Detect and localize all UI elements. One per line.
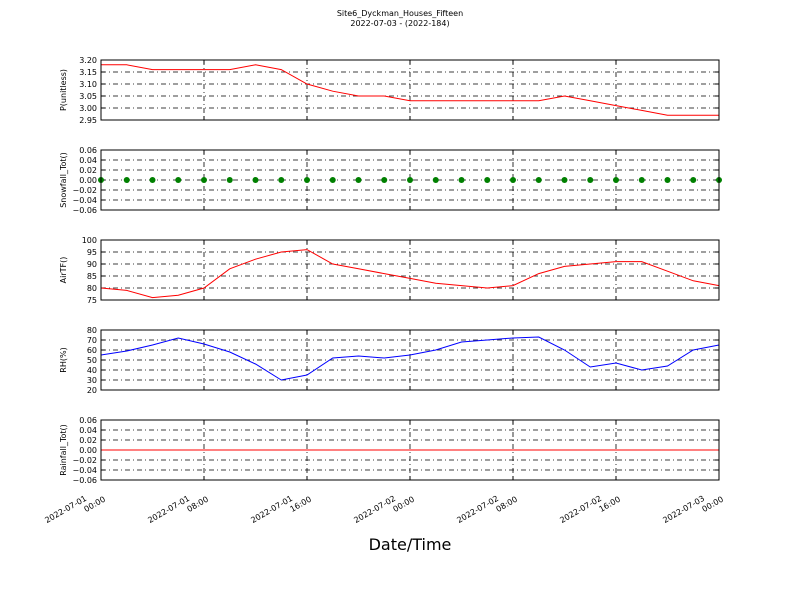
x-tick-label: 2022-07-0116:00: [249, 486, 313, 534]
x-tick-label: 2022-07-0108:00: [146, 486, 210, 534]
y-tick-label: 50: [87, 356, 97, 365]
y-tick-label: 95: [87, 248, 97, 257]
y-tick-label: −0.06: [72, 476, 97, 485]
data-line: [101, 64, 719, 116]
y-tick-label: 3.05: [79, 92, 97, 101]
y-tick-label: −0.04: [72, 196, 97, 205]
y-tick-label: −0.04: [72, 466, 97, 475]
data-point: [407, 177, 413, 183]
data-point: [329, 177, 336, 183]
y-tick-label: 60: [87, 346, 97, 355]
x-tick-label: 2022-07-0300:00: [661, 486, 725, 534]
data-point: [304, 177, 310, 183]
data-point: [587, 177, 594, 183]
data-point: [175, 177, 182, 183]
data-point: [149, 177, 156, 183]
data-point: [613, 177, 619, 183]
x-tick-label: 2022-07-0208:00: [455, 486, 519, 534]
y-tick-label: 0.02: [79, 436, 97, 445]
y-tick-label: 30: [87, 376, 97, 385]
y-tick-label: 0.02: [79, 166, 97, 175]
data-point: [561, 177, 568, 183]
data-line: [100, 249, 720, 299]
y-tick-label: 0.06: [79, 146, 97, 155]
y-tick-label: 90: [87, 260, 97, 269]
y-tick-label: −0.06: [72, 206, 97, 215]
y-axis-label: Snowfall_Tot(): [59, 152, 68, 208]
data-point: [278, 177, 285, 183]
plot-frame: [100, 59, 720, 121]
y-tick-label: 75: [87, 296, 97, 305]
subtitle: 2022-07-03 - (2022-184): [350, 19, 449, 28]
y-tick-label: 70: [87, 336, 97, 345]
y-tick-label: −0.02: [72, 456, 97, 465]
plot-frame: [100, 239, 720, 301]
plot-frame: [100, 149, 720, 211]
data-point: [664, 177, 671, 183]
x-tick-label: 2022-07-0100:00: [43, 486, 107, 534]
y-tick-label: 80: [87, 284, 97, 293]
y-axis-label: P(unitless): [59, 69, 68, 111]
data-point: [535, 177, 542, 183]
y-tick-label: 85: [87, 272, 97, 281]
data-point: [484, 177, 491, 183]
y-tick-label: 3.00: [79, 104, 97, 113]
data-point: [123, 177, 130, 183]
title: Site6_Dyckman_Houses_Fifteen: [337, 9, 463, 18]
y-tick-label: 0.06: [79, 416, 97, 425]
y-tick-label: 80: [87, 326, 97, 335]
y-tick-label: 20: [87, 386, 97, 395]
y-axis-label: AirTF(): [59, 257, 68, 284]
x-tick-label: 2022-07-0216:00: [558, 486, 622, 534]
data-point: [510, 177, 516, 183]
y-tick-label: −0.02: [72, 186, 97, 195]
data-point: [252, 177, 259, 183]
data-point: [458, 177, 465, 183]
plot-frame: [100, 329, 720, 391]
plot-frame: [100, 419, 720, 481]
y-tick-label: 3.10: [79, 80, 97, 89]
y-axis-label: RH(%): [59, 347, 68, 372]
data-line: [100, 336, 720, 381]
y-tick-label: 3.15: [79, 68, 97, 77]
data-point: [355, 177, 362, 183]
y-tick-label: 0.00: [79, 446, 97, 455]
data-point: [226, 177, 233, 183]
y-tick-label: 3.20: [79, 56, 97, 65]
y-axis-label: Rainfall_Tot(): [59, 424, 68, 476]
x-axis-label: Date/Time: [369, 535, 452, 554]
x-tick-label: 2022-07-0200:00: [352, 486, 416, 534]
y-tick-label: 2.95: [79, 116, 97, 125]
y-tick-label: 40: [87, 366, 97, 375]
data-point: [432, 177, 439, 183]
data-point: [201, 177, 207, 183]
y-tick-label: 0.00: [79, 176, 97, 185]
data-point: [690, 177, 697, 183]
data-point: [638, 177, 645, 183]
data-point: [381, 177, 388, 183]
y-tick-label: 100: [82, 236, 97, 245]
y-tick-label: 0.04: [79, 156, 97, 165]
y-tick-label: 0.04: [79, 426, 97, 435]
